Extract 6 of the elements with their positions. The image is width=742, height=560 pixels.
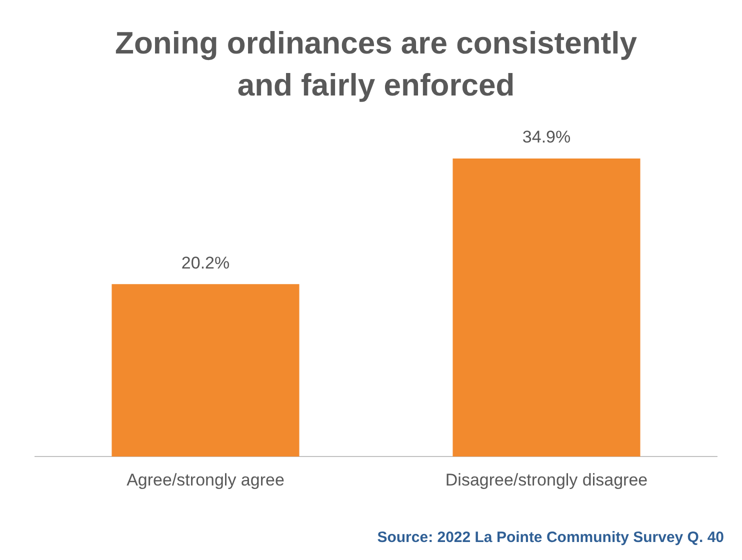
x-tick-label: Disagree/strongly disagree	[445, 470, 648, 490]
data-label: 20.2%	[181, 253, 230, 272]
source-note: Source: 2022 La Pointe Community Survey Q. 40	[377, 529, 724, 546]
x-tick-label: Agree/strongly agree	[126, 470, 284, 490]
chart-title: Zoning ordinances are consistently and fairly enforced	[115, 25, 638, 102]
data-label: 34.9%	[522, 128, 571, 147]
